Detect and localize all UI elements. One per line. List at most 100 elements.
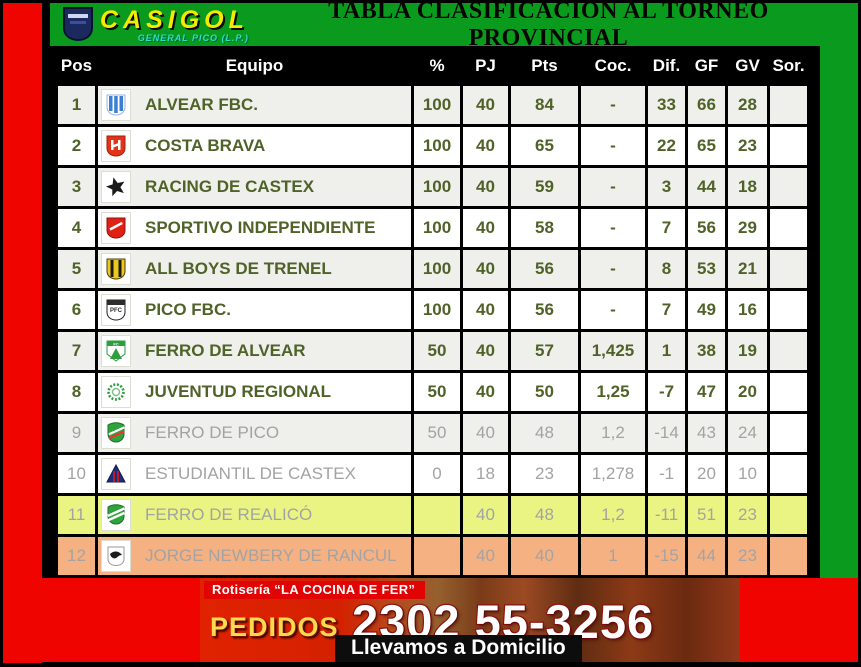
cell-coefficient: - [581,209,645,247]
cell-team: PFC PICO FBC. [98,291,411,329]
cell-points: 56 [511,291,578,329]
ferro-pico-crest-icon [101,417,131,449]
ad-orders-label: PEDIDOS [210,612,339,642]
cell-position: 7 [58,332,95,370]
cell-played: 40 [463,86,508,124]
cell-goals-visitor: 16 [728,291,767,329]
cell-coefficient: - [581,168,645,206]
cell-team: ESTUDIANTIL DE CASTEX [98,455,411,493]
all-boys-trenel-crest-icon [101,253,131,285]
cell-position: 10 [58,455,95,493]
cell-position: 6 [58,291,95,329]
costa-brava-crest-icon [101,130,131,162]
cell-goals-visitor: 23 [728,496,767,534]
cell-percent: 100 [414,209,460,247]
cell-played: 18 [463,455,508,493]
estudiantil-castex-triangle-icon [101,458,131,490]
cell-played: 40 [463,414,508,452]
table-row: 12 JORGE NEWBERY DE RANCUL 40 40 1 -15 44 23 [58,537,807,575]
cell-goal-difference: 7 [648,291,685,329]
cell-coefficient: - [581,291,645,329]
cell-percent: 50 [414,414,460,452]
column-header: GF [694,56,719,75]
cell-position: 2 [58,127,95,165]
cell-goal-difference: 8 [648,250,685,288]
cell-goal-difference: 33 [648,86,685,124]
cell-sorteo [770,127,807,165]
cell-goal-difference: -1 [648,455,685,493]
table-row: 5 ALL BOYS DE TRENEL 100 40 56-8 53 21 [58,250,807,288]
casigol-logo: CASIGOL GENERAL PICO (L.P.) [62,7,249,43]
cell-goal-difference: -11 [648,496,685,534]
cell-points: 84 [511,86,578,124]
cell-team: FERRO DE PICO [98,414,411,452]
cell-team: SPORTIVO INDEPENDIENTE [98,209,411,247]
cell-percent [414,496,460,534]
column-header: Pts [531,56,558,75]
cell-team: ALL BOYS DE TRENEL [98,250,411,288]
cell-percent: 50 [414,373,460,411]
cell-percent: 100 [414,86,460,124]
advertisement-banner: Rotisería “LA COCINA DE FER” PEDIDOS 230… [200,578,740,662]
team-name: PICO FBC. [145,300,231,319]
cell-sorteo [770,496,807,534]
team-name: RACING DE CASTEX [145,177,315,196]
cell-team: ALVEAR FBC. [98,86,411,124]
table-header-row: Pos Equipo% PJ Pts Coc. Dif. GF GV Sor. [58,46,807,86]
cell-played: 40 [463,168,508,206]
cell-team: RACING DE CASTEX [98,168,411,206]
cell-sorteo [770,291,807,329]
cell-coefficient: 1,425 [581,332,645,370]
column-header: GV [735,56,760,75]
cell-sorteo [770,537,807,575]
cell-sorteo [770,209,807,247]
cell-goals-visitor: 10 [728,455,767,493]
cell-points: 58 [511,209,578,247]
column-header: Dif. [652,56,681,75]
team-name: FERRO DE REALICÓ [145,505,313,524]
team-name: FERRO DE ALVEAR [145,341,306,360]
cell-goals-visitor: 21 [728,250,767,288]
cell-points: 23 [511,455,578,493]
cell-team: FC FERRO DE ALVEAR [98,332,411,370]
cell-goals-for: 65 [688,127,725,165]
cell-goals-for: 51 [688,496,725,534]
cell-sorteo [770,332,807,370]
table-row: 1 ALVEAR FBC. 100 40 84-33 66 28 [58,86,807,124]
cell-goals-visitor: 23 [728,537,767,575]
table-row: 7 FC FERRO DE ALVEAR 50 40 57 1,425 1 38 19 [58,332,807,370]
cell-percent: 0 [414,455,460,493]
cell-position: 9 [58,414,95,452]
cell-position: 1 [58,86,95,124]
cell-sorteo [770,414,807,452]
ferro-alvear-crest-icon: FC [101,335,131,367]
cell-coefficient: 1,2 [581,496,645,534]
cell-goals-for: 43 [688,414,725,452]
cell-percent: 100 [414,168,460,206]
cell-points: 59 [511,168,578,206]
cell-sorteo [770,86,807,124]
team-name: SPORTIVO INDEPENDIENTE [145,218,376,237]
team-name: ALVEAR FBC. [145,95,259,114]
cell-goals-visitor: 19 [728,332,767,370]
cell-coefficient: 1,25 [581,373,645,411]
cell-sorteo [770,168,807,206]
cell-position: 11 [58,496,95,534]
cell-percent: 100 [414,250,460,288]
team-name: ESTUDIANTIL DE CASTEX [145,464,356,483]
cell-position: 8 [58,373,95,411]
cell-team: JUVENTUD REGIONAL [98,373,411,411]
team-name: ALL BOYS DE TRENEL [145,259,332,278]
cell-position: 5 [58,250,95,288]
cell-played: 40 [463,209,508,247]
column-header: Coc. [594,56,632,75]
team-name: JORGE NEWBERY DE RANCUL [145,546,397,565]
table-row: 8 JUVENTUD REGIONAL 50 40 50 1,25 -7 47 20 [58,373,807,411]
cell-percent: 50 [414,332,460,370]
cell-played: 40 [463,373,508,411]
cell-goal-difference: -7 [648,373,685,411]
column-header: Sor. [772,56,805,75]
cell-played: 40 [463,537,508,575]
alvear-fbc-crest-icon [101,89,131,121]
